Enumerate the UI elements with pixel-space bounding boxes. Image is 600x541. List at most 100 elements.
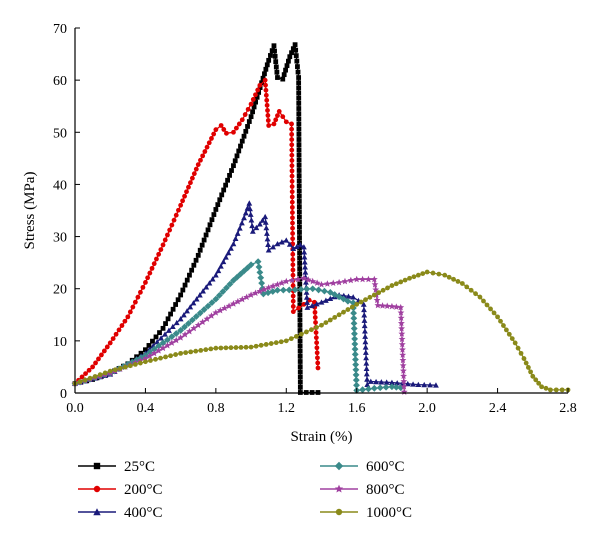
data-point <box>365 275 372 283</box>
data-point <box>216 306 224 314</box>
data-point <box>359 386 366 394</box>
data-point <box>304 299 311 305</box>
data-point <box>178 202 184 208</box>
data-point <box>162 237 168 243</box>
data-point <box>523 360 529 366</box>
data-point <box>255 87 261 93</box>
data-point <box>173 302 179 307</box>
data-point <box>272 48 277 54</box>
data-point <box>231 129 236 135</box>
data-point <box>208 299 216 307</box>
data-point <box>211 212 217 217</box>
data-point <box>188 316 196 324</box>
data-point <box>319 322 324 328</box>
data-point <box>262 71 267 77</box>
data-point <box>296 121 302 127</box>
data-point <box>327 317 333 323</box>
data-point <box>530 373 536 379</box>
data-point <box>242 112 248 117</box>
data-point <box>283 67 288 73</box>
y-ticks: 0 10 20 30 40 50 60 70 <box>53 22 80 402</box>
data-point <box>415 272 421 278</box>
data-point <box>296 188 302 194</box>
data-point <box>187 272 192 278</box>
data-point <box>191 171 197 177</box>
data-point <box>297 353 303 359</box>
data-point <box>297 250 302 256</box>
data-point <box>427 382 433 388</box>
data-point <box>290 251 296 257</box>
data-point <box>264 102 270 108</box>
legend-label: 400°C <box>124 505 163 521</box>
data-point <box>204 302 212 310</box>
data-point <box>291 286 299 294</box>
data-point <box>349 304 355 310</box>
legend: 25°C 200°C 400°C 600°C 800°C 1000°C <box>78 459 412 521</box>
data-point <box>296 209 302 215</box>
data-point <box>288 336 294 342</box>
data-point <box>87 375 93 381</box>
data-point <box>238 295 246 303</box>
data-point <box>536 380 542 386</box>
data-point <box>248 217 255 223</box>
legend-swatch-marker <box>93 508 101 516</box>
data-point <box>269 282 277 290</box>
data-point <box>402 277 408 283</box>
data-point <box>459 281 465 286</box>
data-point <box>295 64 300 69</box>
data-point <box>122 364 128 370</box>
data-point <box>293 53 299 59</box>
data-point <box>271 121 277 127</box>
data-point <box>171 217 177 223</box>
data-point <box>290 225 295 231</box>
plot-area <box>71 42 571 395</box>
data-point <box>234 153 240 159</box>
data-point <box>309 285 317 293</box>
data-point <box>400 383 408 390</box>
data-point <box>206 140 212 146</box>
data-point <box>415 381 422 388</box>
data-point <box>398 335 406 343</box>
data-point <box>125 314 131 320</box>
data-point <box>116 327 122 333</box>
legend-swatch-marker <box>93 485 101 493</box>
x-ticks: 0.0 0.4 0.8 1.2 1.6 2.0 2.4 2.8 <box>66 388 577 416</box>
data-point <box>296 142 302 148</box>
data-point <box>263 224 270 231</box>
data-point <box>252 289 259 297</box>
data-point <box>359 275 367 283</box>
data-point <box>254 94 260 100</box>
data-point <box>315 355 320 361</box>
y-tick-label: 30 <box>53 231 67 246</box>
data-point <box>155 342 163 350</box>
data-point <box>262 213 269 220</box>
data-point <box>297 317 303 323</box>
data-point <box>246 119 252 124</box>
data-point <box>289 199 295 205</box>
data-point <box>351 330 358 338</box>
data-point <box>257 82 263 88</box>
data-point <box>280 76 286 82</box>
data-point <box>265 113 271 118</box>
data-point <box>393 281 399 287</box>
data-point <box>289 121 294 127</box>
data-point <box>297 312 303 318</box>
data-point <box>266 123 272 128</box>
data-point <box>274 69 280 75</box>
data-point <box>177 316 184 322</box>
data-point <box>301 259 308 265</box>
data-point <box>218 345 224 351</box>
data-point <box>145 275 151 281</box>
data-point <box>397 314 405 321</box>
data-point <box>263 87 269 93</box>
data-point <box>217 197 223 203</box>
data-point <box>297 343 303 349</box>
data-point <box>385 285 390 291</box>
data-point <box>297 230 302 235</box>
legend-label: 200°C <box>124 482 163 498</box>
data-point <box>296 75 302 80</box>
data-point <box>193 166 199 172</box>
data-point <box>265 247 272 253</box>
data-point <box>253 224 260 231</box>
data-point <box>345 293 352 299</box>
